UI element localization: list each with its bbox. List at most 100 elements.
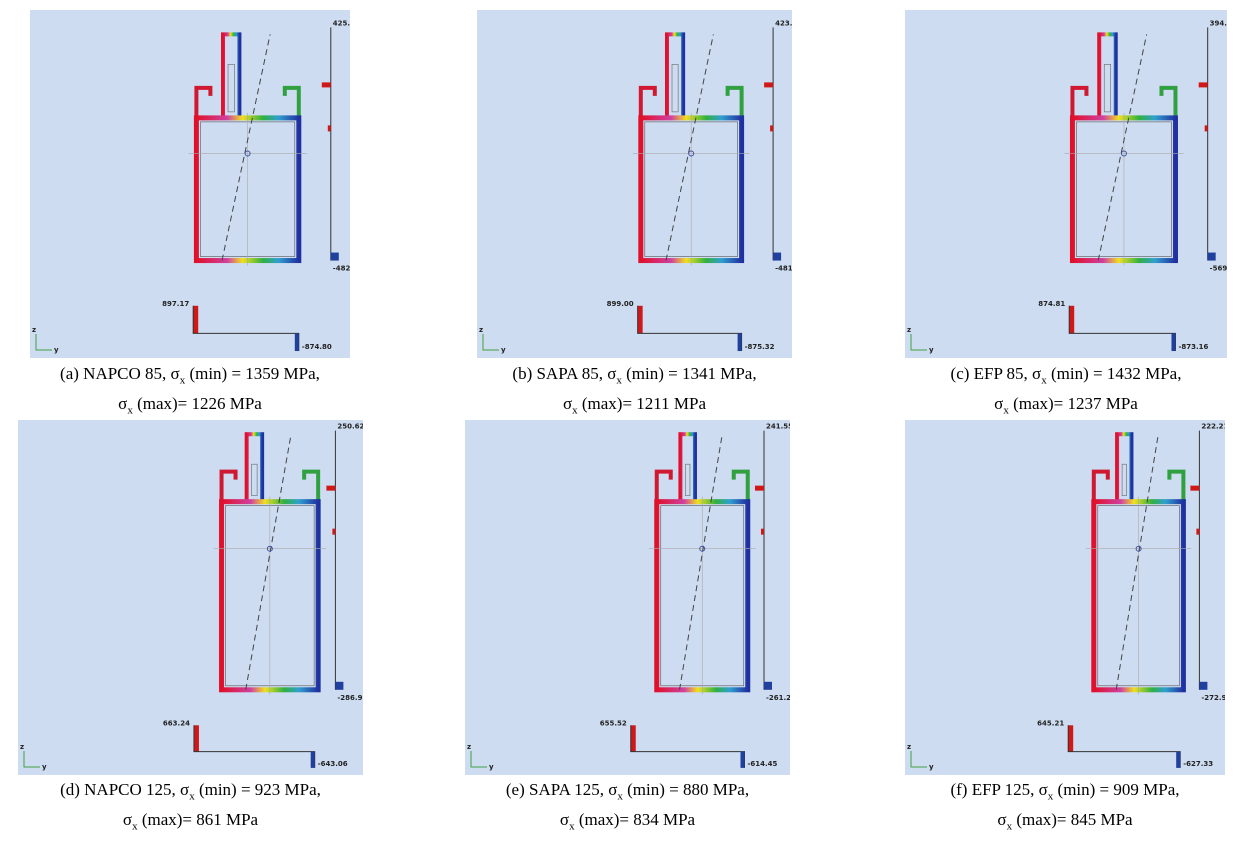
stress-block [1198, 82, 1208, 88]
stress-block [1190, 485, 1200, 491]
axis-z: z [479, 326, 483, 334]
caption-text: (max)= 1211 MPa [577, 394, 707, 414]
neutral-axis [665, 34, 714, 261]
stress-block [332, 528, 336, 535]
subscript: x [1047, 790, 1054, 803]
caption-text: (min) = 880 MPa, [622, 780, 750, 799]
caption-text: (max)= 1226 MPa [132, 394, 262, 414]
bottom-value: -569.82 [1210, 265, 1227, 273]
neutral-axis [1115, 434, 1159, 690]
axis-y: y [501, 346, 506, 354]
stress-block [764, 82, 774, 88]
stress-block [1204, 125, 1208, 132]
figure-panel: 423.16 -481.62 899.00 -875.32 z y [477, 10, 792, 358]
flange [302, 469, 321, 502]
caption-text: σ [562, 394, 573, 414]
flange [654, 469, 673, 502]
stress-block [761, 528, 764, 535]
fin-inner [1121, 463, 1127, 496]
fin-inner [227, 64, 235, 113]
caption-line: σx (max)= 834 MPa [443, 808, 813, 838]
subscript: x [572, 404, 578, 417]
stress-block [1176, 751, 1181, 768]
stress-block [193, 305, 199, 334]
top-value: 241.55 [766, 423, 790, 431]
fin-inner [251, 463, 258, 496]
stress-plot: 423.16 -481.62 899.00 -875.32 z y [479, 19, 792, 354]
stress-block [770, 125, 774, 132]
stress-block [1171, 333, 1176, 352]
fin-inner [685, 463, 691, 496]
neutral-axis [1097, 34, 1148, 261]
caption-text: (c) EFP 85, σ [950, 364, 1042, 383]
caption-line: (d) NAPCO 125, σx (min) = 923 MPa, [1, 778, 381, 808]
right-value: -614.45 [748, 760, 778, 768]
caption-line: (b) SAPA 85, σx (min) = 1341 MPa, [455, 362, 815, 392]
caption-line: σx (max)= 1211 MPa [455, 392, 815, 422]
stress-block [755, 485, 764, 491]
axis-z: z [907, 326, 911, 334]
axis-glyph [910, 751, 927, 768]
stress-block [326, 485, 336, 491]
stress-plot: 425.02 -482.95 897.17 -874.80 z y [32, 19, 350, 354]
stress-block [764, 681, 772, 690]
caption: (f) EFP 125, σx (min) = 909 MPa, σx (max)… [895, 778, 1235, 839]
bottom-value: -482.95 [333, 265, 350, 273]
centroid [244, 150, 251, 157]
caption-text: (a) NAPCO 85, σ [60, 364, 180, 383]
stress-bar [1068, 305, 1176, 352]
axis-y: y [54, 346, 59, 354]
stress-block [321, 82, 331, 88]
centroid [1120, 150, 1127, 157]
axis-glyph [23, 751, 40, 768]
bottom-value: -481.62 [775, 265, 792, 273]
caption: (e) SAPA 125, σx (min) = 880 MPa, σx (max… [443, 778, 813, 839]
figure-panel: 394.19 -569.82 874.81 -873.16 z y [905, 10, 1227, 358]
fin-inner [1103, 64, 1112, 113]
caption-text: (min) = 909 MPa, [1053, 780, 1180, 799]
caption-text: (max)= 861 MPa [137, 810, 259, 830]
stress-bar [192, 305, 300, 352]
stress-block [330, 252, 339, 261]
axis-glyph [482, 334, 499, 351]
stress-block [1196, 528, 1200, 535]
caption-text: (max)= 1237 MPa [1008, 394, 1138, 414]
top-value: 394.19 [1210, 19, 1227, 27]
subscript: x [569, 820, 575, 833]
caption-line: σx (max)= 845 MPa [895, 808, 1235, 838]
stress-block [1069, 305, 1075, 334]
axis-glyph [470, 751, 487, 768]
stress-block [335, 681, 344, 690]
caption-text: σ [997, 810, 1007, 830]
stress-block [740, 751, 745, 768]
right-value: -874.80 [302, 343, 332, 351]
caption-line: (c) EFP 85, σx (min) = 1432 MPa, [896, 362, 1236, 392]
flange [219, 469, 238, 502]
caption-line: (e) SAPA 125, σx (min) = 880 MPa, [443, 778, 813, 808]
caption-text: (f) EFP 125, σ [950, 780, 1048, 799]
right-value: -875.32 [745, 343, 775, 351]
caption-text: (min) = 923 MPa, [194, 780, 321, 799]
centroid [266, 545, 273, 552]
stress-block [737, 333, 742, 352]
stress-block [1068, 725, 1074, 752]
caption-text: (min) = 1432 MPa, [1046, 364, 1182, 383]
subscript: x [616, 374, 622, 387]
caption: (d) NAPCO 125, σx (min) = 923 MPa, σx (ma… [1, 778, 381, 839]
flange [1070, 85, 1089, 118]
axis-y: y [929, 763, 934, 771]
neutral-axis [221, 34, 271, 261]
axis-glyph [910, 334, 927, 351]
caption: (a) NAPCO 85, σx (min) = 1359 MPa, σx (ma… [25, 362, 355, 423]
axis-glyph [35, 334, 52, 351]
bottom-value: -286.97 [337, 694, 363, 702]
stress-block [773, 252, 782, 261]
caption-text: σ [994, 394, 1004, 414]
caption-line: σx (max)= 1226 MPa [25, 392, 355, 422]
figure-panel: 241.55 -261.23 655.52 -614.45 z y [465, 420, 790, 775]
left-value: 645.21 [1037, 719, 1064, 727]
axis-z: z [20, 743, 24, 751]
stress-block [310, 751, 315, 768]
flange [194, 85, 213, 118]
flange [638, 85, 657, 118]
